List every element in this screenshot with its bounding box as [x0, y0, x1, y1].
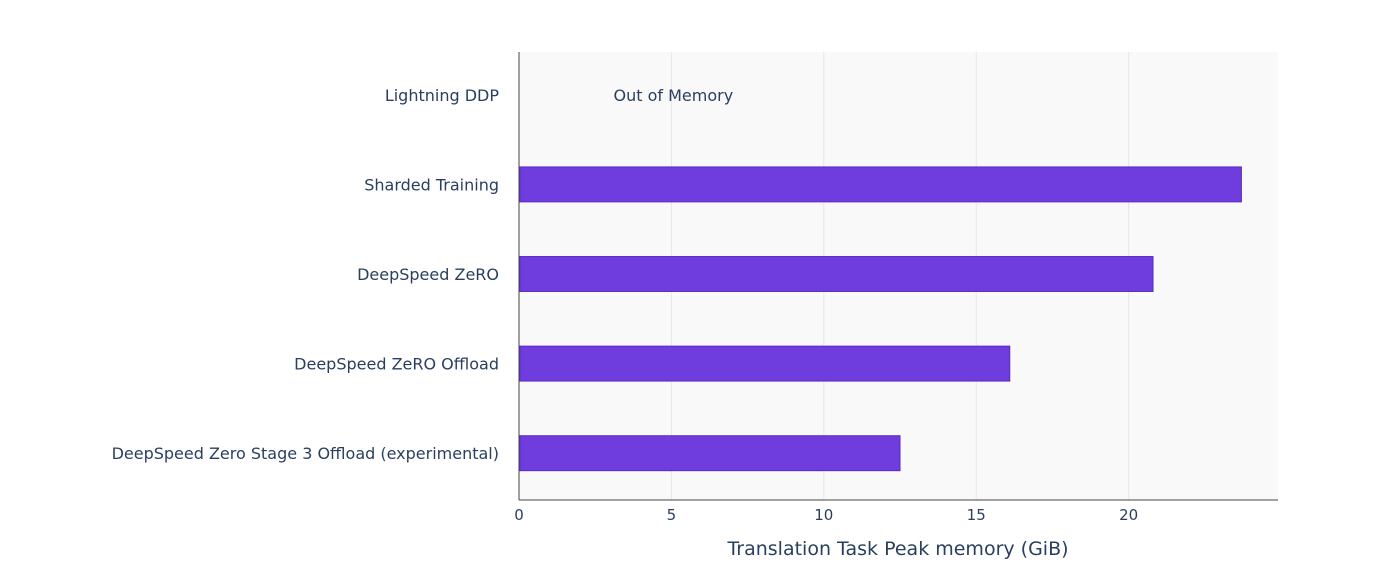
x-tick-labels: 0 5 10 15 20: [514, 506, 1138, 524]
x-tick-label: 10: [814, 506, 833, 524]
x-tick-label: 0: [514, 506, 524, 524]
category-label: DeepSpeed ZeRO: [357, 265, 499, 284]
category-labels: Lightning DDP Sharded Training DeepSpeed Z…: [112, 86, 500, 463]
category-label: DeepSpeed Zero Stage 3 Offload (experime…: [112, 444, 499, 463]
x-tick-label: 15: [967, 506, 986, 524]
bar: [519, 345, 1011, 382]
annotation-out-of-memory: Out of Memory: [613, 86, 733, 105]
bars: [519, 166, 1242, 472]
category-label: DeepSpeed ZeRO Offload: [294, 355, 499, 374]
x-tick-label: 5: [667, 506, 677, 524]
bar: [519, 166, 1242, 203]
x-tick-label: 20: [1119, 506, 1138, 524]
bar: [519, 256, 1154, 292]
category-label: Lightning DDP: [385, 86, 500, 105]
annotations: Out of Memory: [613, 86, 733, 105]
category-label: Sharded Training: [364, 175, 499, 194]
bar: [519, 435, 901, 472]
x-axis-title: Translation Task Peak memory (GiB): [726, 538, 1068, 560]
